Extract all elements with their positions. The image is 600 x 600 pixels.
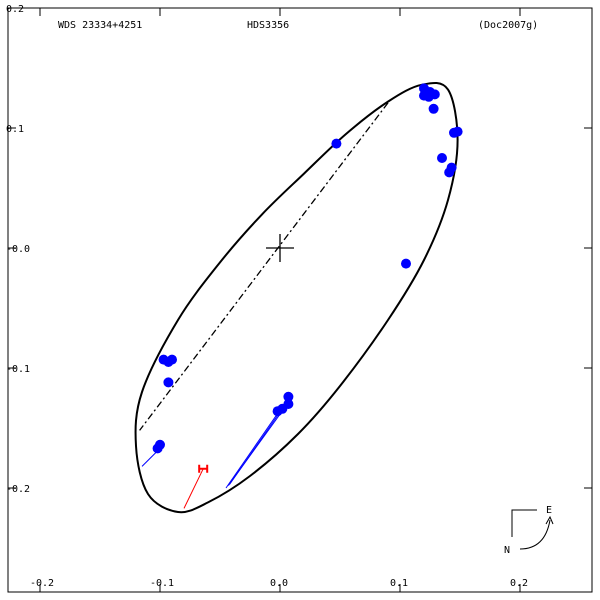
residual-line xyxy=(225,409,281,489)
observation-point xyxy=(167,354,177,365)
orbit-layer xyxy=(134,82,459,514)
y-tick-label: -0.0 xyxy=(6,244,30,255)
observation-point xyxy=(437,153,447,163)
observation-point xyxy=(163,377,174,388)
primary-star-layer xyxy=(266,234,294,262)
compass-arrow-head xyxy=(545,515,554,525)
observation-point xyxy=(283,391,294,402)
plot-frame xyxy=(7,7,593,593)
x-tick-label: 0.0 xyxy=(270,578,288,589)
header-left-label: WDS 23334+4251 xyxy=(58,20,142,31)
axis-ticks: -0.2 -0.1 0.0 0.1 0.2 0.2 0.1 -0.0 -0.1 -0.2 xyxy=(6,4,592,592)
x-tick-label: 0.1 xyxy=(390,578,408,589)
y-tick-label: -0.1 xyxy=(6,364,30,375)
compass-indicator: E N xyxy=(504,505,554,556)
compass-east-label: E xyxy=(546,505,552,516)
compass-arrow-arc xyxy=(519,519,551,550)
y-tick-label: -0.2 xyxy=(6,484,30,495)
observation-point xyxy=(331,138,342,149)
observation-point xyxy=(272,406,283,417)
observation-point xyxy=(401,258,411,269)
header-center-label: HDS3356 xyxy=(247,20,289,31)
observation-point xyxy=(423,91,434,102)
compass-north-label: N xyxy=(504,545,510,556)
observations-layer xyxy=(152,83,463,454)
observation-point xyxy=(444,167,455,178)
orbit-ellipse xyxy=(134,82,459,514)
x-tick-label: 0.2 xyxy=(510,578,528,589)
x-tick-label: -0.1 xyxy=(150,578,174,589)
y-tick-label: 0.1 xyxy=(6,124,24,135)
observation-point xyxy=(428,103,439,114)
y-tick-label: 0.2 xyxy=(6,4,24,15)
observation-point xyxy=(449,127,459,138)
x-tick-label: -0.2 xyxy=(30,578,54,589)
line-of-nodes xyxy=(139,102,389,431)
observation-point xyxy=(158,354,169,365)
compass-axes xyxy=(511,509,537,537)
observation-point xyxy=(152,443,163,454)
highlight-residual-line xyxy=(183,468,204,509)
highlight-point-marker xyxy=(198,464,209,473)
header-right-label: (Doc2007g) xyxy=(478,20,538,31)
